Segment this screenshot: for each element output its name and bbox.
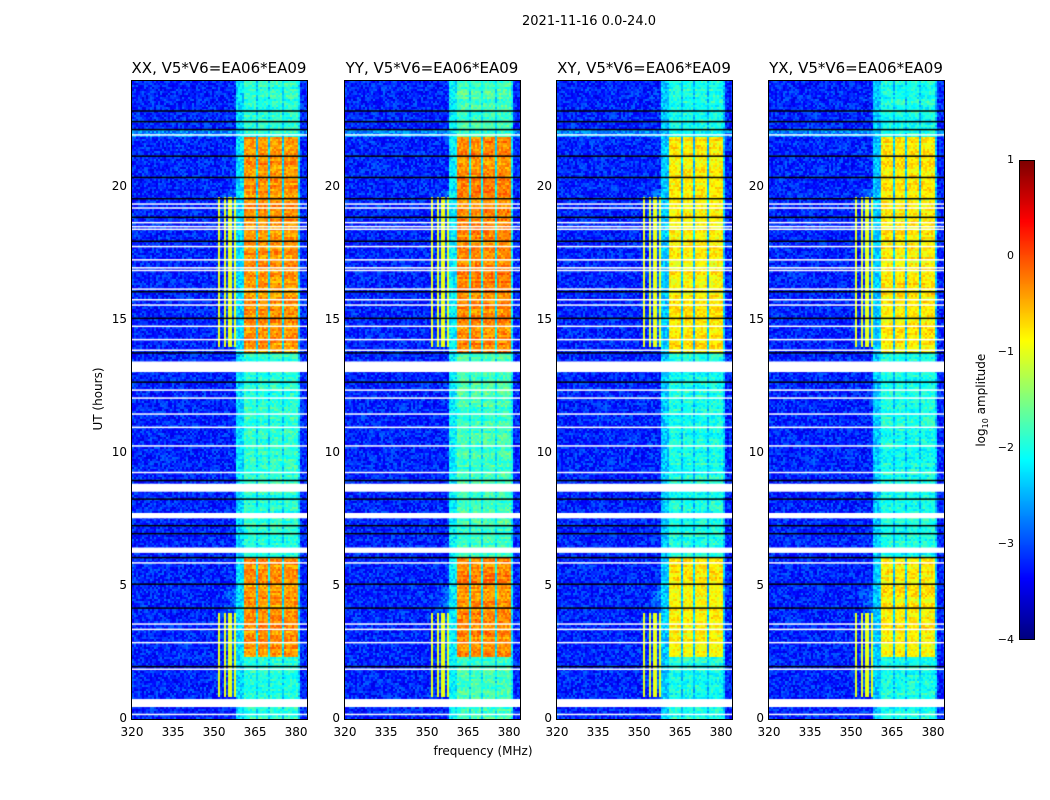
- y-tick-label: 10: [748, 445, 764, 460]
- panel-title: XX, V5*V6=EA06*EA09: [131, 59, 307, 77]
- x-tick-label: 380: [284, 725, 308, 739]
- x-axis-label: frequency (MHz): [433, 744, 533, 758]
- x-tick-label: 335: [161, 725, 185, 739]
- y-tick-label: 10: [536, 445, 552, 460]
- heatmap-cells: [345, 81, 520, 719]
- y-tick-label: 15: [111, 312, 127, 327]
- y-tick-label: 20: [324, 179, 340, 194]
- heatmap-cells: [769, 81, 944, 719]
- panel-title: YX, V5*V6=EA06*EA09: [769, 59, 943, 77]
- panel-title: YY, V5*V6=EA06*EA09: [345, 59, 519, 77]
- x-tick-label: 350: [839, 725, 863, 739]
- x-tick-label: 320: [757, 725, 781, 739]
- y-tick-label: 5: [756, 578, 764, 593]
- colorbar-tick-label: −2: [997, 441, 1014, 454]
- x-tick-label: 365: [243, 725, 267, 739]
- y-tick-label: 5: [119, 578, 127, 593]
- heatmap-panel-1: [344, 80, 521, 720]
- colorbar-tick-label: 0: [1007, 249, 1014, 262]
- colorbar-tick-label: −3: [997, 537, 1014, 550]
- x-tick-label: 350: [202, 725, 226, 739]
- colorbar-tick-label: −4: [997, 633, 1014, 646]
- panel-title: XY, V5*V6=EA06*EA09: [557, 59, 731, 77]
- y-tick-label: 5: [544, 578, 552, 593]
- heatmap-panel-2: [556, 80, 733, 720]
- x-tick-label: 380: [921, 725, 945, 739]
- x-tick-label: 335: [798, 725, 822, 739]
- heatmap-cells: [557, 81, 732, 719]
- y-tick-label: 0: [756, 711, 764, 725]
- y-tick-label: 20: [748, 179, 764, 194]
- x-tick-label: 320: [545, 725, 569, 739]
- x-tick-label: 350: [415, 725, 439, 739]
- colorbar-tick-label: −1: [997, 345, 1014, 358]
- colorbar-label-sub: 10: [981, 418, 991, 429]
- x-tick-label: 365: [668, 725, 692, 739]
- y-tick-label: 0: [119, 711, 127, 725]
- y-axis-label: UT (hours): [91, 367, 105, 431]
- x-tick-label: 320: [120, 725, 144, 739]
- y-tick-label: 0: [544, 711, 552, 725]
- colorbar-label-suffix: amplitude: [973, 353, 988, 419]
- x-tick-label: 335: [374, 725, 398, 739]
- x-tick-label: 365: [456, 725, 480, 739]
- heatmap-panel-0: [131, 80, 308, 720]
- y-tick-label: 15: [536, 312, 552, 327]
- x-tick-label: 335: [586, 725, 610, 739]
- y-tick-label: 10: [111, 445, 127, 460]
- y-tick-label: 20: [111, 179, 127, 194]
- x-tick-label: 350: [627, 725, 651, 739]
- y-tick-label: 15: [324, 312, 340, 327]
- x-tick-label: 380: [497, 725, 521, 739]
- y-tick-label: 10: [324, 445, 340, 460]
- heatmap-cells: [132, 81, 307, 719]
- y-tick-label: 15: [748, 312, 764, 327]
- y-tick-label: 5: [332, 578, 340, 593]
- x-tick-label: 380: [709, 725, 733, 739]
- colorbar-tick-label: 1: [1007, 153, 1014, 166]
- y-tick-label: 20: [536, 179, 552, 194]
- colorbar: [1019, 160, 1035, 640]
- x-tick-label: 365: [880, 725, 904, 739]
- y-tick-label: 0: [332, 711, 340, 725]
- heatmap-panel-3: [768, 80, 945, 720]
- figure-title: 2021-11-16 0.0-24.0: [522, 14, 656, 29]
- x-tick-label: 320: [333, 725, 357, 739]
